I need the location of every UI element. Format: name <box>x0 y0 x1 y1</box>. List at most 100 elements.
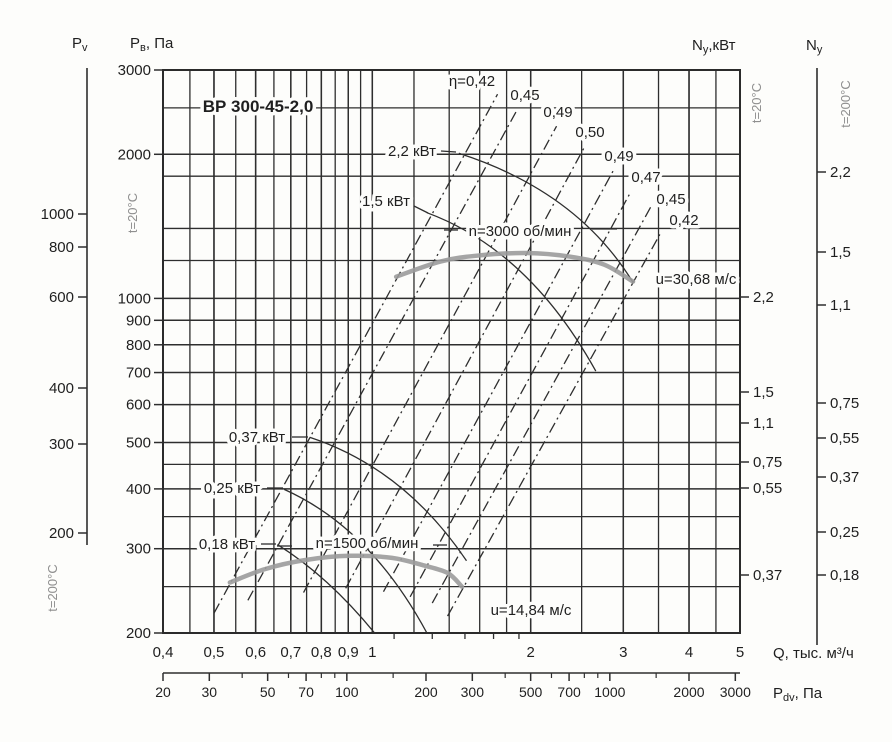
pdv-tick-label: 2000 <box>673 684 704 700</box>
pdv-tick-label: 100 <box>335 684 359 700</box>
pdv-tick-label: 1000 <box>594 684 625 700</box>
pdv-tick-label: 30 <box>202 684 218 700</box>
pv200-tick-label: 400 <box>49 380 74 397</box>
axis-titles-layer: Pv Pв, Па Nу,кВт Nу Q, тыс. м³/ч Pdv, Па <box>72 35 854 704</box>
pdv-tick-label: 3000 <box>720 684 751 700</box>
n200-tick-label: 2,2 <box>830 164 851 181</box>
power-label: 2,2 кВт <box>388 143 436 160</box>
axis-title-pv-inner: Pв, Па <box>130 35 174 54</box>
pv200-tick-label: 1000 <box>41 206 74 223</box>
plot-labels-layer: ВР 300-45-2,0η=0,420,450,490,500,490,470… <box>195 70 740 623</box>
y-tick-label: 200 <box>126 625 151 642</box>
eta-label: 0,49 <box>604 148 633 165</box>
y-tick-label: 900 <box>126 312 151 329</box>
pdv-tick-label: 20 <box>155 684 171 700</box>
n20-tick-label: 1,5 <box>753 384 774 401</box>
power-label: 0,18 кВт <box>199 536 255 553</box>
power-curve <box>309 436 468 562</box>
n20-tick-label: 0,55 <box>753 480 782 497</box>
eta-label: 0,47 <box>631 169 660 186</box>
efficiency-line <box>345 146 585 589</box>
eta-label: 0,45 <box>656 191 685 208</box>
x-tick-label: 0,9 <box>338 644 359 661</box>
speed-curve-1500 <box>227 553 465 589</box>
axis-title-pv-outer: Pv <box>72 35 88 54</box>
efficiency-line <box>431 206 652 604</box>
efficiency-lines-layer <box>213 93 661 617</box>
speed-label: n=1500 об/мин <box>316 535 419 552</box>
pdv-axis-layer: 20 30 50 70 100 200 300 500 700 1000 2000 3000 <box>155 672 751 700</box>
y-tick-label: 400 <box>126 481 151 498</box>
pdv-tick-label: 500 <box>519 684 543 700</box>
speed-curves-layer <box>227 250 636 589</box>
axis-title-n-inner: Nу,кВт <box>692 37 736 56</box>
efficiency-line <box>382 169 615 592</box>
n200-tick-label: 1,1 <box>830 297 851 314</box>
eta-label: 0,42 <box>669 212 698 229</box>
power-label: 1,5 кВт <box>362 193 410 210</box>
y-tick-label: 800 <box>126 337 151 354</box>
n20-tick-label: 2,2 <box>753 289 774 306</box>
pdv-tick-label: 700 <box>557 684 581 700</box>
x-tick-label: 0,8 <box>311 644 332 661</box>
chart-title: ВР 300-45-2,0 <box>203 97 314 116</box>
grid-layer <box>162 69 741 639</box>
power-curves-layer <box>261 150 634 634</box>
efficiency-line <box>302 125 558 593</box>
y-tick-label: 700 <box>126 365 151 382</box>
pdv-tick-label: 70 <box>298 684 314 700</box>
n20-tick-label: 1,1 <box>753 415 774 432</box>
y-tick-label: 500 <box>126 435 151 452</box>
y-axis-layer: 3000 2000 1000 900 800 700 600 500 400 300 200 t=20… <box>118 62 163 642</box>
x-tick-label: 3 <box>619 644 627 661</box>
eta-label: η=0,42 <box>449 73 495 90</box>
power-curve <box>277 544 376 634</box>
efficiency-line <box>446 234 661 617</box>
y-tick-label: 1000 <box>118 290 151 307</box>
power-curve <box>426 212 597 372</box>
power-label-dash <box>413 205 429 214</box>
pdv-tick-label: 200 <box>414 684 438 700</box>
t20-left-label: t=20°C <box>125 193 140 233</box>
x-tick-label: 0,4 <box>153 644 174 661</box>
power-label-dash <box>440 150 457 153</box>
speed-curve-3000 <box>393 250 636 284</box>
n20-tick-label: 0,75 <box>753 454 782 471</box>
pv200-tick-label: 600 <box>49 289 74 306</box>
t200-right-label: t=200°C <box>838 80 853 127</box>
axis-title-n-outer: Nу <box>806 37 823 56</box>
x-tick-label: 0,5 <box>204 644 225 661</box>
power-label: 0,37 кВт <box>229 429 285 446</box>
t20-right-label: t=20°C <box>749 83 764 123</box>
x-tick-label: 4 <box>685 644 693 661</box>
pv200-tick-label: 300 <box>49 436 74 453</box>
axis-title-q-axis: Q, тыс. м³/ч <box>773 645 854 662</box>
pv200-tick-label: 200 <box>49 525 74 542</box>
x-tick-label: 0,7 <box>280 644 301 661</box>
u-label: u=30,68 м/с <box>656 271 737 288</box>
speed-label: n=3000 об/мин <box>469 223 572 240</box>
pv200-tick-label: 800 <box>49 239 74 256</box>
n200-tick-label: 0,18 <box>830 567 859 584</box>
efficiency-line <box>247 108 519 601</box>
eta-label: 0,49 <box>543 104 572 121</box>
n200-tick-label: 1,5 <box>830 244 851 261</box>
efficiency-line <box>213 93 499 614</box>
y-tick-label: 2000 <box>118 146 151 163</box>
x-tick-label: 1 <box>368 644 376 661</box>
t200-left-label: t=200°C <box>45 564 60 611</box>
power-curve <box>283 488 428 634</box>
y-tick-label: 600 <box>126 397 151 414</box>
x-tick-label: 0,6 <box>245 644 266 661</box>
pdv-tick-label: 50 <box>260 684 276 700</box>
y-tick-label: 300 <box>126 541 151 558</box>
x-axis-layer: 0,4 0,5 0,6 0,7 0,8 0,9 1 2 3 4 5 <box>153 644 745 661</box>
eta-label: 0,45 <box>510 87 539 104</box>
n200-tick-label: 0,25 <box>830 524 859 541</box>
eta-label: 0,50 <box>575 124 604 141</box>
plot-frame <box>162 69 741 634</box>
n20-tick-label: 0,37 <box>753 567 782 584</box>
power-curve <box>458 152 634 283</box>
